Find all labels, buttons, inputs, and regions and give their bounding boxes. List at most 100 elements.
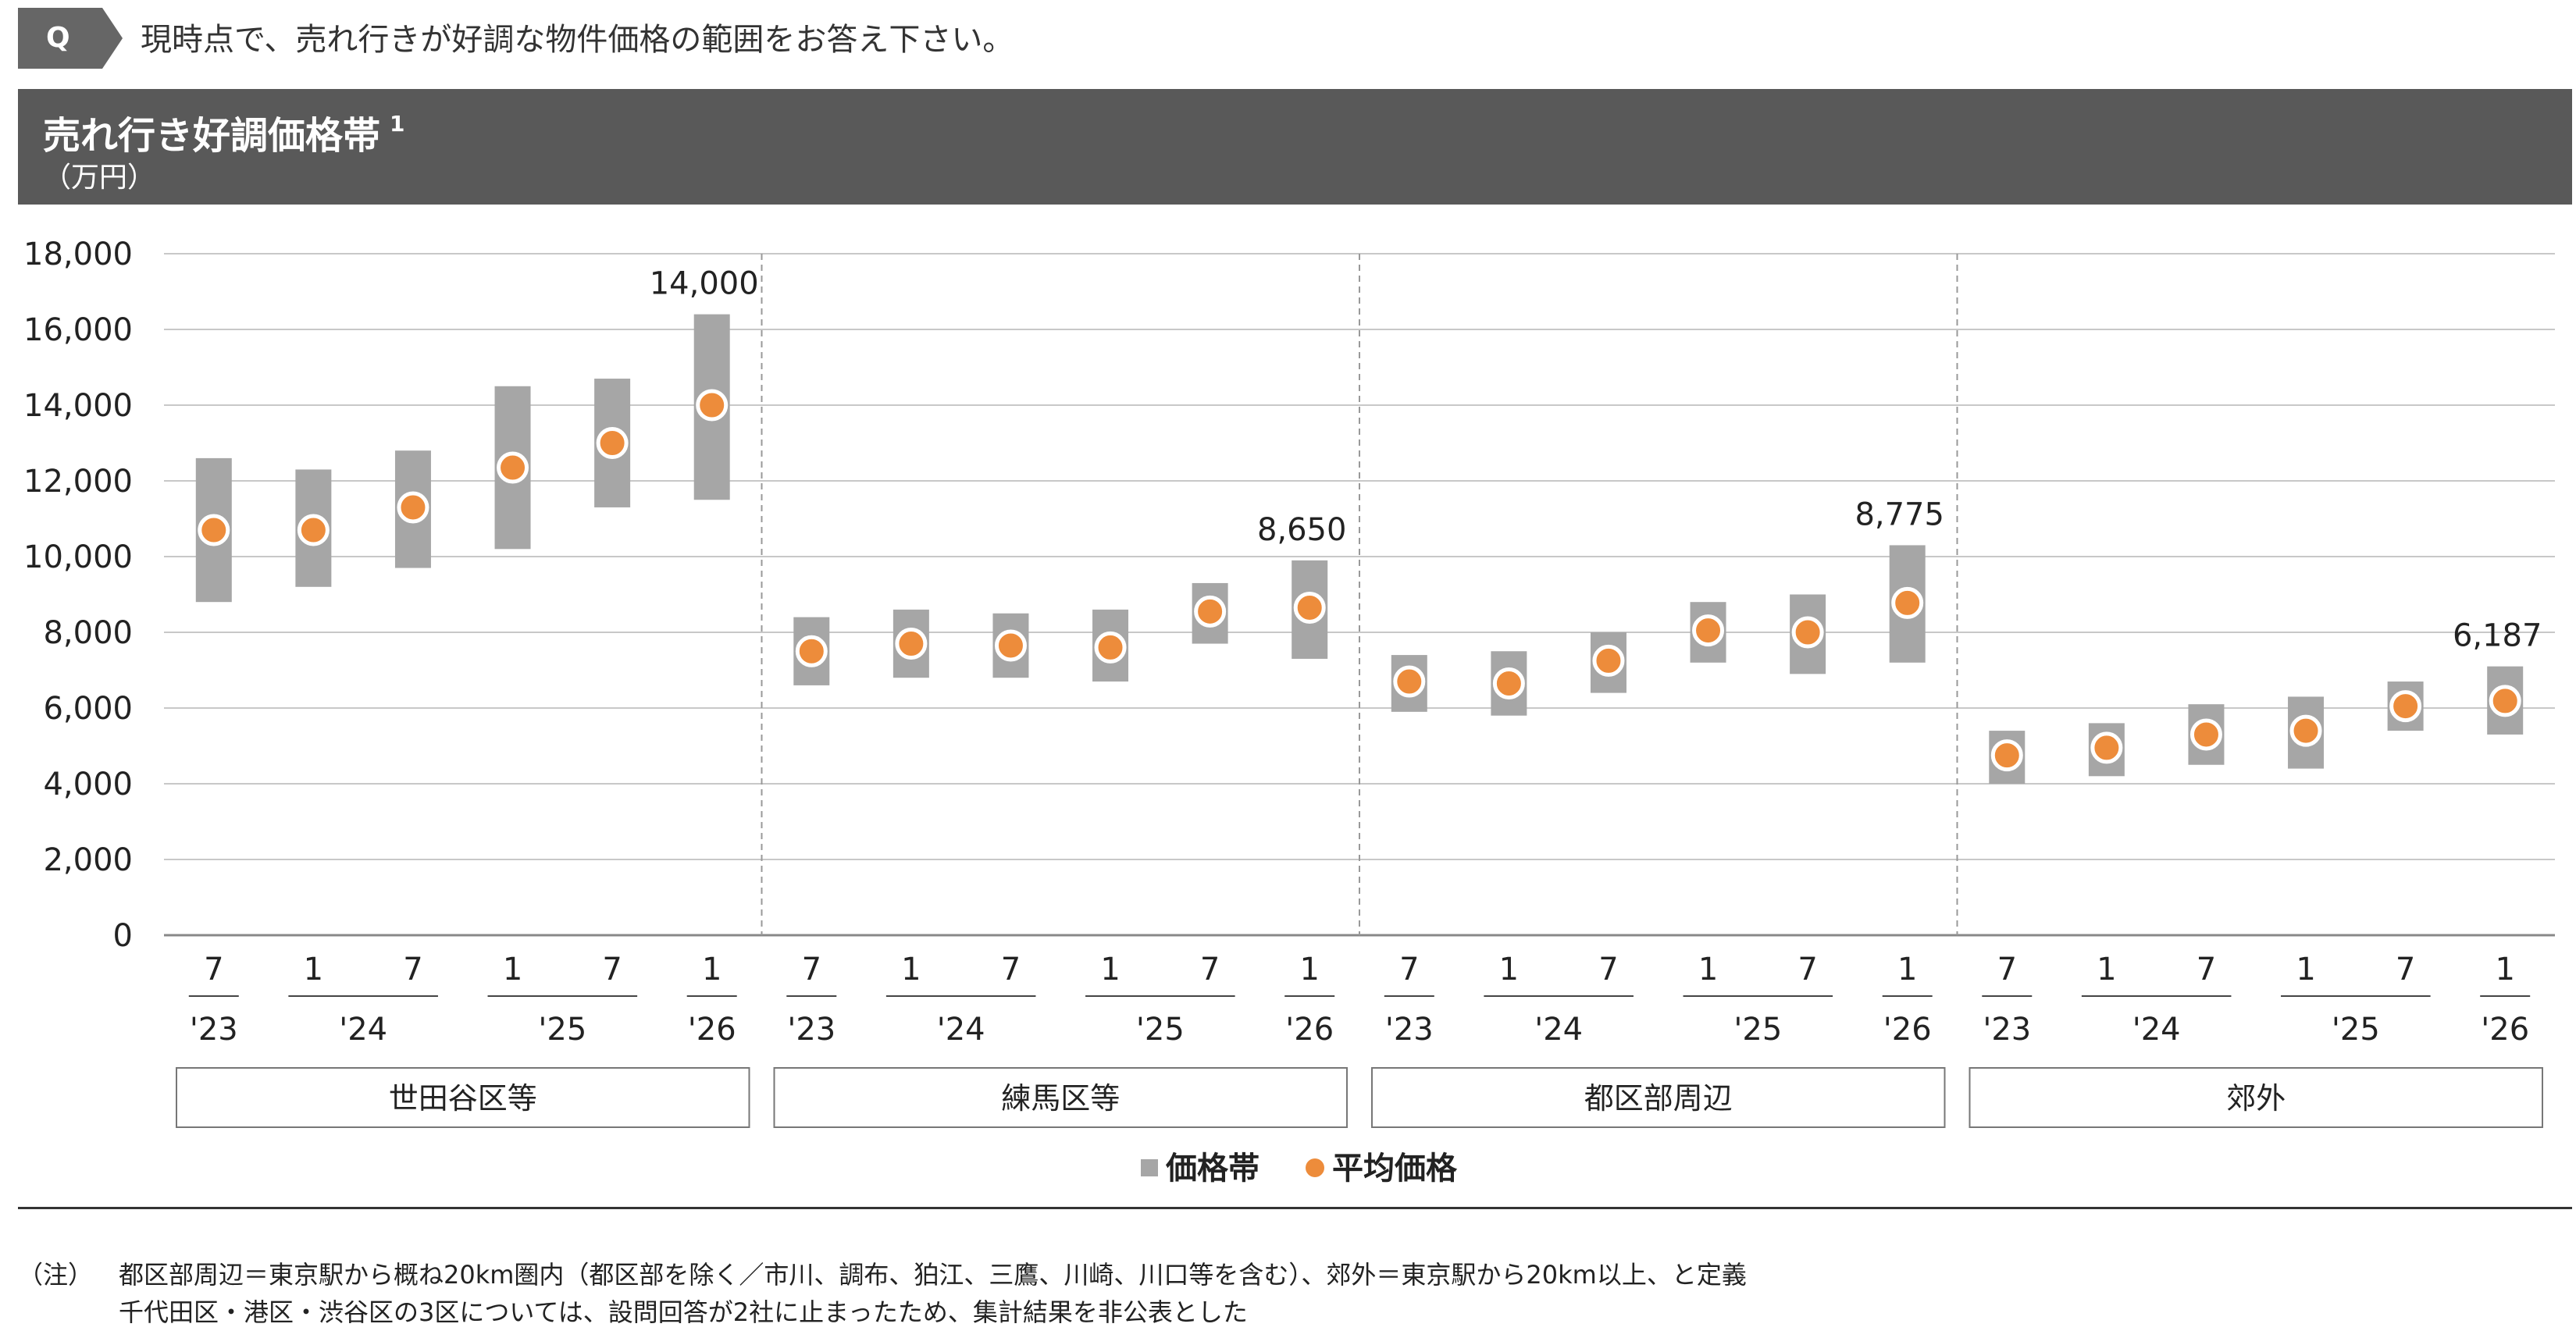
x-year-label: '25 xyxy=(1733,1012,1782,1048)
average-price-dot xyxy=(795,635,828,667)
question-arrow-icon xyxy=(102,8,123,69)
x-month-label: 1 xyxy=(1897,952,1917,987)
y-tick-label: 14,000 xyxy=(23,388,133,424)
x-year-label: '26 xyxy=(2481,1012,2529,1048)
average-price-dot xyxy=(1791,616,1824,649)
average-price-dot xyxy=(1891,586,1924,619)
average-price-dot xyxy=(1094,631,1127,664)
legend-range-marker xyxy=(1141,1159,1158,1176)
y-tick-label: 16,000 xyxy=(23,312,133,348)
data-label: 8,650 xyxy=(1257,512,1347,548)
group-label-box xyxy=(1969,1067,2543,1128)
x-year-label: '24 xyxy=(2132,1012,2181,1048)
y-tick-label: 0 xyxy=(113,918,133,954)
group-label-box xyxy=(176,1067,750,1128)
x-month-label: 1 xyxy=(1100,952,1120,987)
x-year-label: '23 xyxy=(1385,1012,1434,1048)
x-month-label: 1 xyxy=(2097,952,2116,987)
y-tick-label: 4,000 xyxy=(43,767,133,802)
x-month-label: 7 xyxy=(403,952,422,987)
x-month-label: 7 xyxy=(1797,952,1817,987)
note-label: （注） xyxy=(18,1260,94,1290)
group-label: 郊外 xyxy=(2226,1081,2286,1116)
x-year-label: '24 xyxy=(937,1012,985,1048)
note-line-2: 千代田区・港区・渋谷区の3区については、設問回答が2社に止まったため、集計結果を… xyxy=(119,1297,1248,1327)
x-year-label: '23 xyxy=(1983,1012,2031,1048)
x-month-label: 7 xyxy=(1200,952,1220,987)
question-badge: Q xyxy=(18,8,102,69)
x-month-label: 1 xyxy=(901,952,921,987)
x-month-label: 1 xyxy=(1499,952,1519,987)
group-label: 世田谷区等 xyxy=(389,1081,537,1116)
group-label-box xyxy=(773,1067,1348,1128)
x-month-label: 7 xyxy=(802,952,821,987)
x-month-label: 7 xyxy=(1001,952,1021,987)
legend-average-marker xyxy=(1306,1158,1324,1177)
average-price-dot xyxy=(895,628,928,660)
x-year-label: '26 xyxy=(1285,1012,1334,1048)
question-text: 現時点で、売れ行きが好調な物件価格の範囲をお答え下さい。 xyxy=(141,22,1014,58)
data-label: 6,187 xyxy=(2453,618,2542,654)
x-year-label: '25 xyxy=(538,1012,586,1048)
note-line-1: 都区部周辺＝東京駅から概ね20km圏内（都区部を除く／市川、調布、狛江、三鷹、川… xyxy=(119,1260,1747,1290)
average-price-dot xyxy=(2090,731,2123,764)
x-month-label: 7 xyxy=(602,952,622,987)
average-price-dot xyxy=(1492,667,1525,699)
x-year-label: '25 xyxy=(2332,1012,2380,1048)
x-year-label: '24 xyxy=(1534,1012,1583,1048)
x-month-label: 1 xyxy=(1698,952,1718,987)
y-tick-label: 10,000 xyxy=(23,539,133,575)
x-year-label: '24 xyxy=(339,1012,387,1048)
average-price-dot xyxy=(2189,718,2222,751)
x-month-label: 1 xyxy=(2296,952,2315,987)
average-price-dot xyxy=(1393,665,1426,698)
data-label: 8,775 xyxy=(1855,496,1944,532)
legend-range-label: 価格帯 xyxy=(1165,1151,1259,1187)
y-tick-label: 6,000 xyxy=(43,691,133,727)
x-month-label: 1 xyxy=(503,952,522,987)
y-tick-label: 2,000 xyxy=(43,842,133,878)
chart-unit: （万円） xyxy=(43,162,156,194)
footnote-ref: 1 xyxy=(390,111,405,137)
average-price-dot xyxy=(497,451,529,484)
x-month-label: 7 xyxy=(1598,952,1618,987)
legend-average-label: 平均価格 xyxy=(1332,1151,1458,1187)
average-price-dot xyxy=(397,491,429,524)
average-price-dot xyxy=(596,427,629,459)
x-month-label: 1 xyxy=(304,952,323,987)
x-month-label: 7 xyxy=(1399,952,1419,987)
group-label: 練馬区等 xyxy=(1001,1081,1120,1116)
price-range-chart: 0 2,000 4,000 6,000 8,000 10,000 12,000 14,000 1… xyxy=(23,237,2555,1187)
average-price-dot xyxy=(1293,591,1326,624)
average-price-dot xyxy=(1194,595,1227,628)
average-price-dot xyxy=(994,629,1027,662)
average-price-dot xyxy=(1592,644,1625,677)
average-price-dot xyxy=(297,514,330,546)
y-tick-label: 12,000 xyxy=(23,464,133,500)
x-month-label: 1 xyxy=(1299,952,1319,987)
average-price-dot xyxy=(696,389,729,422)
x-month-label: 7 xyxy=(204,952,223,987)
x-month-label: 7 xyxy=(2197,952,2216,987)
x-year-label: '25 xyxy=(1136,1012,1185,1048)
x-month-label: 1 xyxy=(2495,952,2514,987)
chart-header: 売れ行き好調価格帯 1 （万円） xyxy=(18,89,2572,205)
x-month-label: 1 xyxy=(702,952,721,987)
y-tick-label: 8,000 xyxy=(43,615,133,651)
average-price-dot xyxy=(2489,685,2521,717)
average-price-dot xyxy=(1990,739,2023,772)
y-tick-label: 18,000 xyxy=(23,237,133,272)
average-price-dot xyxy=(2389,690,2422,723)
group-label: 都区部周辺 xyxy=(1584,1081,1733,1116)
x-year-label: '23 xyxy=(190,1012,238,1048)
average-price-dot xyxy=(1692,614,1725,647)
x-year-label: '26 xyxy=(688,1012,736,1048)
average-price-dot xyxy=(2289,714,2322,747)
group-label-box xyxy=(1371,1067,1946,1128)
x-year-label: '23 xyxy=(787,1012,836,1048)
chart-title: 売れ行き好調価格帯 1 xyxy=(43,111,405,158)
average-price-dot xyxy=(198,514,230,546)
data-label: 14,000 xyxy=(650,266,759,302)
x-year-label: '26 xyxy=(1883,1012,1932,1048)
footer-divider xyxy=(18,1207,2572,1209)
